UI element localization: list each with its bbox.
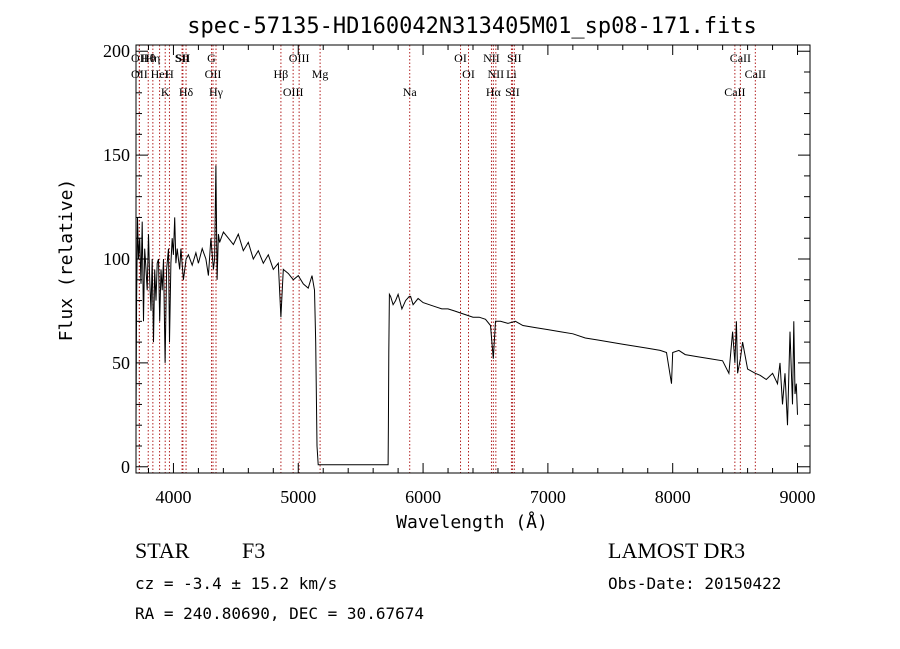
line-label-8: H	[165, 67, 174, 81]
y-tick-label-100: 100	[103, 249, 130, 269]
line-label-2: OII	[131, 67, 148, 81]
line-label-16: OIII	[289, 51, 310, 65]
line-label-4: Hη	[145, 51, 160, 65]
x-tick-label-6000: 6000	[405, 487, 441, 507]
line-label-22: NII	[483, 51, 500, 65]
spectral-line-labels: HθOIIOIIHηHeIKSIIHHδSIIOIIHγGHβOIIIOIIIM…	[131, 51, 766, 99]
x-tick-label-5000: 5000	[280, 487, 316, 507]
line-label-7: SII	[175, 51, 190, 65]
line-label-26: Li	[506, 67, 517, 81]
redshift-readout: cz = -3.4 ± 15.2 km/s	[135, 574, 338, 593]
x-tick-label-9000: 9000	[780, 487, 816, 507]
line-label-9: Hδ	[179, 85, 194, 99]
survey-label: LAMOST DR3	[608, 538, 746, 563]
line-label-11: OII	[205, 67, 222, 81]
line-label-10: SII	[176, 51, 191, 65]
x-tick-label-7000: 7000	[530, 487, 566, 507]
coordinates-readout: RA = 240.80690, DEC = 30.67674	[135, 604, 424, 623]
line-label-14: Hβ	[274, 67, 289, 81]
x-axis-ticks: 4000 5000 6000 7000 8000 9000	[147, 45, 816, 507]
object-subclass: F3	[242, 538, 266, 563]
line-label-21: Hα	[486, 85, 502, 99]
line-label-13: G	[207, 51, 216, 65]
line-label-12: Hγ	[209, 85, 224, 99]
spectral-line-markers	[138, 45, 756, 473]
y-tick-label-50: 50	[112, 353, 130, 373]
y-axis-ticks: 0 50 100 150 200	[103, 41, 810, 477]
y-tick-label-0: 0	[121, 457, 130, 477]
line-label-28: CaII	[730, 51, 751, 65]
line-label-19: OI	[454, 51, 467, 65]
x-tick-label-4000: 4000	[155, 487, 191, 507]
spectrum-series-line	[135, 165, 798, 466]
line-label-15: OIII	[283, 85, 304, 99]
line-label-29: CaII	[745, 67, 766, 81]
line-label-23: NII	[488, 67, 505, 81]
line-label-17: Mg	[312, 67, 329, 81]
chart-title: spec-57135-HD160042N313405M01_sp08-171.f…	[187, 14, 757, 39]
line-label-20: OI	[462, 67, 475, 81]
line-label-18: Na	[403, 85, 418, 99]
line-label-6: K	[161, 85, 170, 99]
y-tick-label-150: 150	[103, 145, 130, 165]
y-axis-label: Flux (relative)	[56, 179, 77, 342]
line-label-27: CaII	[724, 85, 745, 99]
y-tick-label-200: 200	[103, 41, 130, 61]
plot-frame	[135, 44, 811, 474]
x-axis-label: Wavelength (Å)	[396, 511, 548, 533]
x-tick-label-8000: 8000	[655, 487, 691, 507]
line-label-25: SII	[507, 51, 522, 65]
line-label-1: Hθ	[141, 51, 156, 65]
line-label-3: OII	[131, 51, 148, 65]
line-label-5: HeI	[151, 67, 169, 81]
obs-date: Obs-Date: 20150422	[608, 574, 782, 593]
line-label-24: SII	[505, 85, 520, 99]
object-class: STAR	[135, 538, 190, 563]
